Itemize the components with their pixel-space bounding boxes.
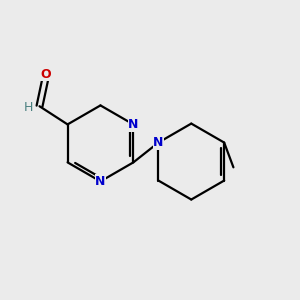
Text: N: N — [95, 175, 106, 188]
Text: N: N — [128, 118, 139, 131]
Text: N: N — [153, 136, 164, 149]
Text: H: H — [24, 101, 34, 114]
Text: O: O — [40, 68, 51, 81]
